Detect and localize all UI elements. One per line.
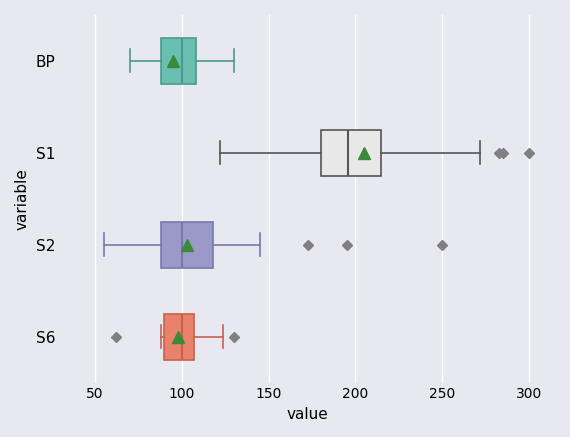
PathPatch shape (161, 222, 213, 268)
PathPatch shape (164, 314, 194, 360)
PathPatch shape (320, 130, 381, 176)
Y-axis label: variable: variable (15, 168, 30, 230)
PathPatch shape (161, 38, 196, 84)
X-axis label: value: value (287, 407, 328, 422)
